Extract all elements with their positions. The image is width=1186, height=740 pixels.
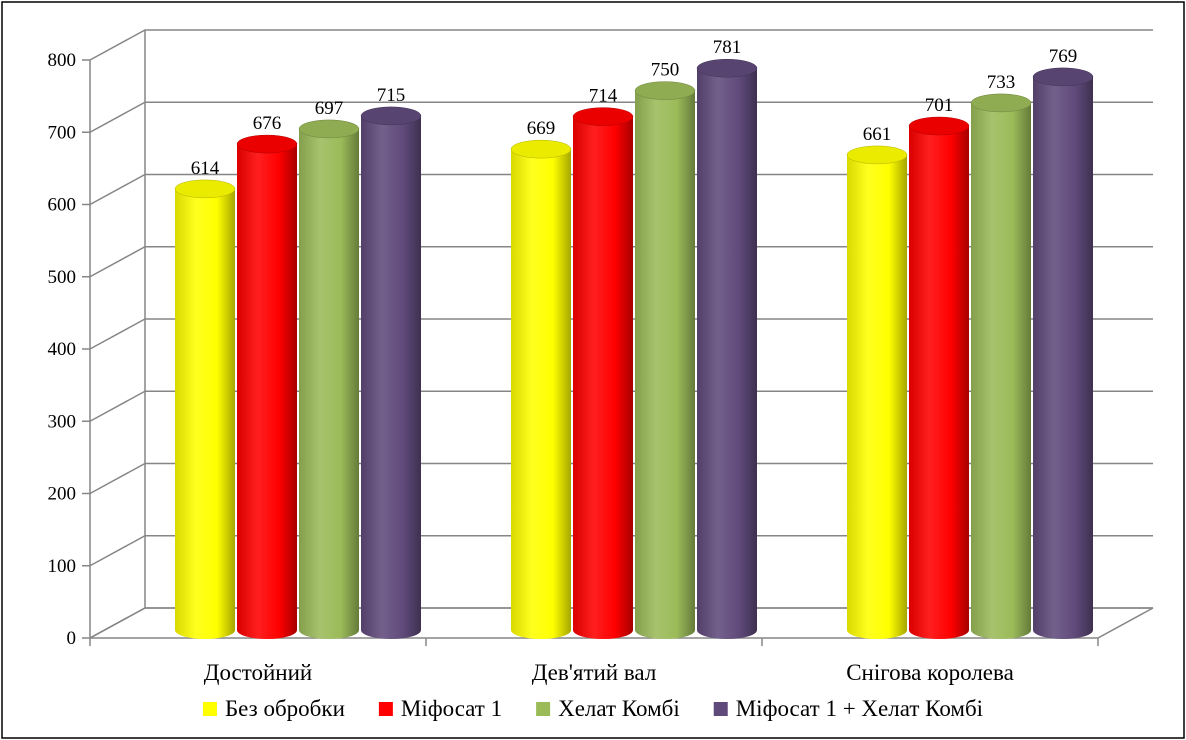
- y-axis: 0 100 200 300 400 500 600 700 800: [48, 50, 90, 649]
- bar-top: [846, 145, 908, 165]
- bar-top: [634, 81, 696, 100]
- x-axis: Достойний Дев'ятий вал Снігова королева: [89, 638, 1099, 685]
- bar: [572, 107, 634, 639]
- bar-body: [573, 116, 633, 639]
- gridline: [89, 101, 1153, 133]
- data-label: 750: [651, 60, 680, 81]
- y-tick-label: 700: [48, 122, 77, 143]
- legend-item: Без обробки: [202, 696, 345, 721]
- gridline: [89, 390, 1153, 422]
- y-tick-label: 300: [48, 411, 77, 432]
- legend-label: Хелат Комбі: [558, 696, 680, 721]
- gridline: [89, 29, 1153, 61]
- y-tick-label: 400: [48, 339, 77, 360]
- bar: [696, 58, 758, 640]
- bar-top: [360, 106, 422, 126]
- data-label: 769: [1049, 46, 1078, 67]
- bar-body: [847, 154, 907, 640]
- bar-top: [908, 116, 970, 136]
- bars: [174, 58, 1094, 640]
- y-tick-label: 100: [48, 556, 77, 577]
- legend: Без обробки Міфосат 1 Хелат Комбі Міфосат 1…: [202, 696, 983, 721]
- legend-label: Міфосат 1 + Хелат Комбі: [736, 696, 983, 721]
- legend-label: Міфосат 1: [401, 696, 502, 721]
- y-tick-label: 800: [48, 50, 77, 71]
- y-tick-label: 500: [48, 267, 77, 288]
- data-label: 697: [315, 98, 344, 119]
- bar-body: [299, 128, 359, 640]
- gridline: [89, 462, 1153, 495]
- bar-top: [1032, 67, 1094, 87]
- legend-item: Міфосат 1: [378, 696, 502, 721]
- legend-label: Без обробки: [225, 696, 345, 721]
- data-label: 676: [253, 113, 282, 134]
- y-tick-label: 200: [48, 484, 77, 505]
- bar-top: [510, 139, 572, 159]
- legend-swatch: [378, 702, 393, 716]
- bar-body: [1033, 76, 1093, 639]
- bar: [360, 106, 422, 640]
- gridline: [89, 607, 1153, 639]
- bar-top: [298, 119, 360, 139]
- y-tick-label: 0: [67, 628, 77, 649]
- bar-body: [361, 115, 421, 640]
- bar: [298, 119, 360, 640]
- bar-top: [970, 93, 1032, 113]
- y-tick-label: 600: [48, 195, 77, 216]
- bar-top: [572, 107, 634, 126]
- gridline: [89, 535, 1153, 567]
- gridline: [89, 173, 1153, 206]
- bar-body: [909, 126, 969, 640]
- bar: [510, 139, 572, 639]
- bar: [846, 145, 908, 640]
- bar: [174, 179, 236, 639]
- x-category-label: Дев'ятий вал: [532, 660, 657, 685]
- bar: [908, 116, 970, 640]
- legend-swatch: [202, 702, 217, 716]
- bar-body: [697, 68, 757, 640]
- bar-body: [971, 102, 1031, 640]
- gridline: [89, 318, 1153, 350]
- data-label: 714: [589, 86, 618, 107]
- legend-swatch: [713, 702, 728, 716]
- data-label: 614: [191, 158, 220, 179]
- bar-top: [236, 134, 298, 154]
- bar-top: [174, 179, 236, 199]
- x-category-label: Снігова королева: [846, 660, 1014, 685]
- bar: [634, 81, 696, 639]
- data-label: 715: [377, 85, 406, 106]
- gridlines: [89, 29, 1153, 639]
- data-label: 733: [987, 72, 1016, 93]
- bar-body: [635, 90, 695, 639]
- data-label: 661: [863, 124, 892, 145]
- data-labels: 614 676 697 715 669 714 750 781 661 701 733 769: [191, 37, 1078, 179]
- legend-item: Міфосат 1 + Хелат Комбі: [713, 696, 983, 721]
- bar: [970, 93, 1032, 640]
- bar-body: [175, 188, 235, 639]
- legend-item: Хелат Комбі: [536, 696, 680, 721]
- gridline: [89, 246, 1153, 278]
- bar-body: [237, 144, 297, 639]
- bar-body: [511, 149, 571, 639]
- bar: [236, 134, 298, 639]
- bar-top: [696, 58, 758, 78]
- x-category-label: Достойний: [204, 660, 312, 685]
- legend-swatch: [536, 702, 551, 716]
- data-label: 781: [713, 37, 742, 58]
- data-label: 701: [925, 95, 954, 116]
- bar: [1032, 67, 1094, 639]
- data-label: 669: [527, 118, 556, 139]
